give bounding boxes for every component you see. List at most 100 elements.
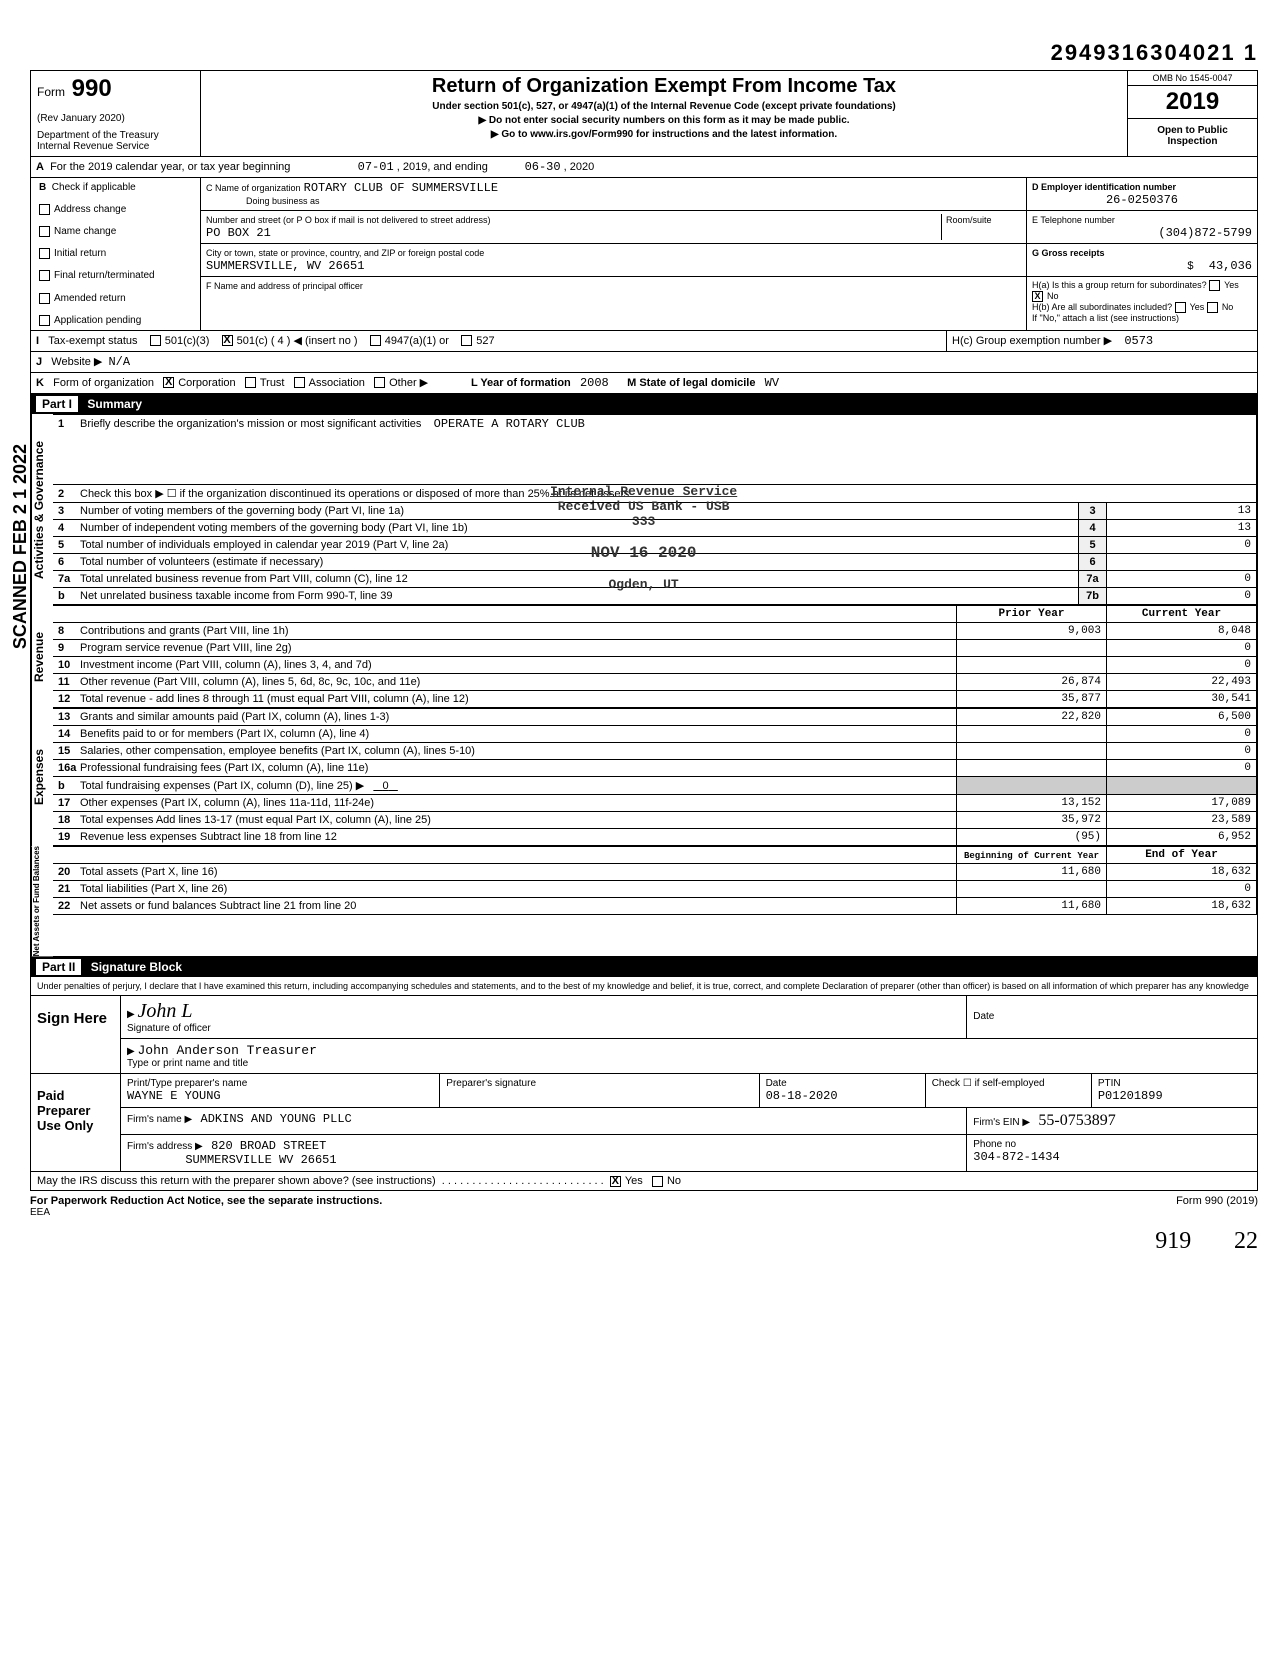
prior-12: 35,877 <box>957 690 1107 707</box>
prior-17: 13,152 <box>957 794 1107 811</box>
subtitle-3: ▶ Go to www.irs.gov/Form990 for instruct… <box>207 129 1121 140</box>
curr-9: 0 <box>1107 639 1257 656</box>
chk-initial[interactable] <box>39 248 50 259</box>
curr-12: 30,541 <box>1107 690 1257 707</box>
curr-14: 0 <box>1107 725 1257 742</box>
hc-value: 0573 <box>1124 334 1153 348</box>
website-value: N/A <box>108 355 130 369</box>
e-label: E Telephone number <box>1032 215 1115 225</box>
discuss-yes[interactable]: X <box>610 1176 621 1187</box>
ty-end-suffix: , 2020 <box>564 161 595 173</box>
prep-sig-label: Preparer's signature <box>446 1078 536 1089</box>
omb-number: OMB No 1545-0047 <box>1128 71 1257 86</box>
d-label: D Employer identification number <box>1032 182 1176 192</box>
signature-block: Sign Here ▶ John L Signature of officer … <box>30 996 1258 1074</box>
chk-corp[interactable]: X <box>163 377 174 388</box>
chk-amended[interactable] <box>39 293 50 304</box>
discuss-no[interactable] <box>652 1176 663 1187</box>
org-name: ROTARY CLUB OF SUMMERSVILLE <box>304 181 498 195</box>
line-7b: Net unrelated business taxable income fr… <box>80 590 392 602</box>
527-label: 527 <box>476 335 494 347</box>
end-22: 18,632 <box>1107 897 1257 914</box>
curr-10: 0 <box>1107 656 1257 673</box>
line-19: Revenue less expenses Subtract line 18 f… <box>80 831 337 843</box>
line-18: Total expenses Add lines 13-17 (must equ… <box>80 814 431 826</box>
prior-10 <box>957 656 1107 673</box>
curr-15: 0 <box>1107 742 1257 759</box>
open-inspection: Open to Public Inspection <box>1128 119 1257 153</box>
eea-mark: EEA <box>30 1207 1258 1218</box>
self-employed-check: Check ☐ if self-employed <box>932 1078 1045 1089</box>
dept-treasury: Department of the Treasury <box>37 130 194 141</box>
assoc-label: Association <box>309 377 365 389</box>
phone-value: (304)872-5799 <box>1032 226 1252 240</box>
curr-8: 8,048 <box>1107 622 1257 639</box>
chk-other[interactable] <box>374 377 385 388</box>
prior-8: 9,003 <box>957 622 1107 639</box>
firm-name-label: Firm's name ▶ <box>127 1114 192 1125</box>
side-expenses: Expenses <box>31 708 53 846</box>
end-21: 0 <box>1107 880 1257 897</box>
tax-year-end: 06-30 <box>525 160 561 174</box>
city-label: City or town, state or province, country… <box>206 248 484 258</box>
subtitle-1: Under section 501(c), 527, or 4947(a)(1)… <box>207 101 1121 112</box>
side-activities: Activities & Governance <box>31 414 53 605</box>
part-1-header: Part I Summary <box>30 394 1258 414</box>
firm-ein: 55-0753897 <box>1038 1112 1115 1129</box>
chk-namechange[interactable] <box>39 226 50 237</box>
trust-label: Trust <box>260 377 285 389</box>
chk-name-label: Name change <box>54 226 116 237</box>
part-2-title: Signature Block <box>91 960 182 974</box>
line-7a: Total unrelated business revenue from Pa… <box>80 573 408 585</box>
chk-address[interactable] <box>39 204 50 215</box>
firm-addr-label: Firm's address ▶ <box>127 1141 203 1152</box>
prior-9 <box>957 639 1107 656</box>
firm-ein-label: Firm's EIN ▶ <box>973 1117 1030 1128</box>
summary-governance: 1Briefly describe the organization's mis… <box>53 414 1257 605</box>
line-15: Salaries, other compensation, employee b… <box>80 745 475 757</box>
line-16b: Total fundraising expenses (Part IX, col… <box>80 780 364 792</box>
chk-4947[interactable] <box>370 335 381 346</box>
yes-label-2: Yes <box>1190 302 1205 312</box>
type-print-label: Type or print name and title <box>127 1058 248 1069</box>
handwritten-2: 22 <box>1234 1228 1258 1254</box>
corp-label: Corporation <box>178 377 235 389</box>
line-6: Total number of volunteers (estimate if … <box>80 556 323 568</box>
chk-assoc[interactable] <box>294 377 305 388</box>
subtitle-2: ▶ Do not enter social security numbers o… <box>207 115 1121 126</box>
c-label: C Name of organization <box>206 183 301 193</box>
curr-18: 23,589 <box>1107 811 1257 828</box>
prior-19: (95) <box>957 828 1107 845</box>
chk-trust[interactable] <box>245 377 256 388</box>
ha-yes[interactable] <box>1209 280 1220 291</box>
chk-final[interactable] <box>39 270 50 281</box>
g-label: G Gross receipts <box>1032 248 1105 258</box>
street-value: PO BOX 21 <box>206 226 271 240</box>
hb-yes[interactable] <box>1175 302 1186 313</box>
chk-pending[interactable] <box>39 315 50 326</box>
tax-year: 2019 <box>1128 86 1257 119</box>
m-value: WV <box>765 376 779 390</box>
discuss-question: May the IRS discuss this return with the… <box>37 1175 436 1187</box>
city-value: SUMMERSVILLE, WV 26651 <box>206 259 364 273</box>
h-attach: If "No," attach a list (see instructions… <box>1032 313 1179 323</box>
chk-527[interactable] <box>461 335 472 346</box>
check-applicable: Check if applicable <box>52 182 136 193</box>
gross-receipts: 43,036 <box>1209 259 1252 273</box>
ptin-value: P01201899 <box>1098 1089 1163 1103</box>
prior-16a <box>957 759 1107 776</box>
form-header: Form 990 (Rev January 2020) Department o… <box>30 70 1258 157</box>
line-11: Other revenue (Part VIII, column (A), li… <box>80 676 420 688</box>
scanned-stamp: SCANNED FEB 2 1 2022 <box>10 444 31 649</box>
discuss-no-label: No <box>667 1175 681 1187</box>
val-5: 0 <box>1107 536 1257 553</box>
form-footer: Form 990 (2019) <box>1176 1195 1258 1207</box>
chk-501c3[interactable] <box>150 335 161 346</box>
ha-no[interactable]: X <box>1032 291 1043 302</box>
firm-name: ADKINS and YOUNG PLLC <box>201 1112 352 1126</box>
val-7b: 0 <box>1107 587 1257 604</box>
hb-no[interactable] <box>1207 302 1218 313</box>
chk-501c[interactable]: X <box>222 335 233 346</box>
line-2: Check this box ▶ ☐ if the organization d… <box>80 488 629 500</box>
date-label: Date <box>973 1011 994 1022</box>
